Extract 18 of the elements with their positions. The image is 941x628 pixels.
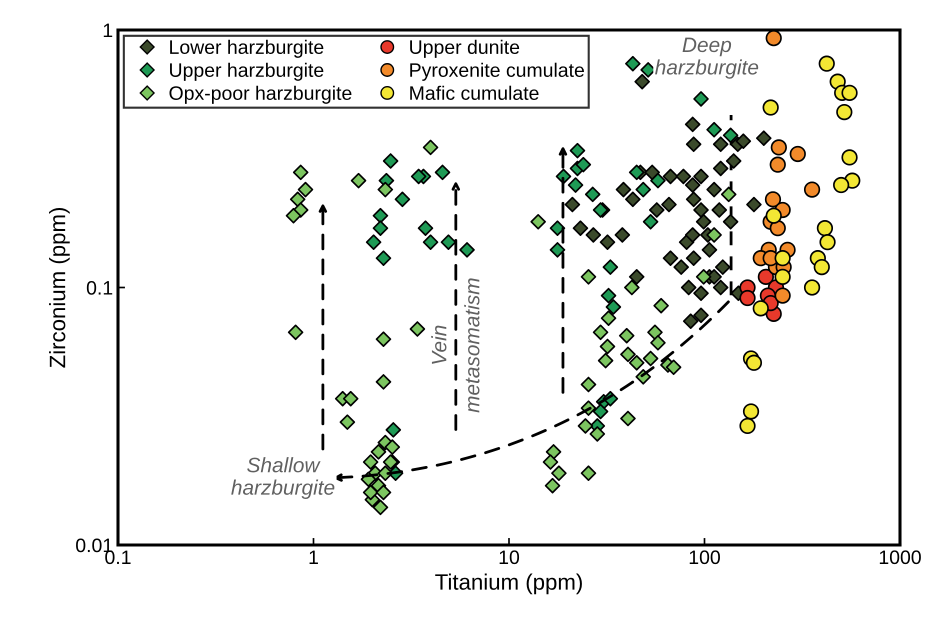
annotation: Deep harzburgite — [655, 38, 758, 79]
y-axis-title: Zirconium (ppm) — [49, 208, 70, 368]
annotation: Vein metasomatism — [431, 278, 480, 413]
x-tick-label: 100 — [690, 550, 720, 564]
annotation: Shallow harzburgite — [231, 457, 334, 499]
x-tick-label: 1000 — [880, 550, 921, 564]
legend-label: Lower harzburgite — [170, 40, 324, 58]
legend-label: Upper dunite — [410, 40, 520, 58]
y-tick-label: 1 — [104, 24, 112, 38]
y-tick-label: 0.01 — [76, 538, 112, 552]
y-tick-label: 0.1 — [86, 280, 112, 295]
x-tick-label: 10 — [500, 550, 520, 564]
legend-label: Upper harzburgite — [170, 62, 324, 81]
x-tick-label: 1 — [310, 550, 318, 564]
x-axis-title: Titanium (ppm) — [435, 574, 582, 594]
legend-label: Mafic cumulate — [410, 86, 539, 100]
legend-label: Pyroxenite cumulate — [410, 62, 584, 81]
legend-label: Opx-poor harzburgite — [169, 86, 352, 104]
